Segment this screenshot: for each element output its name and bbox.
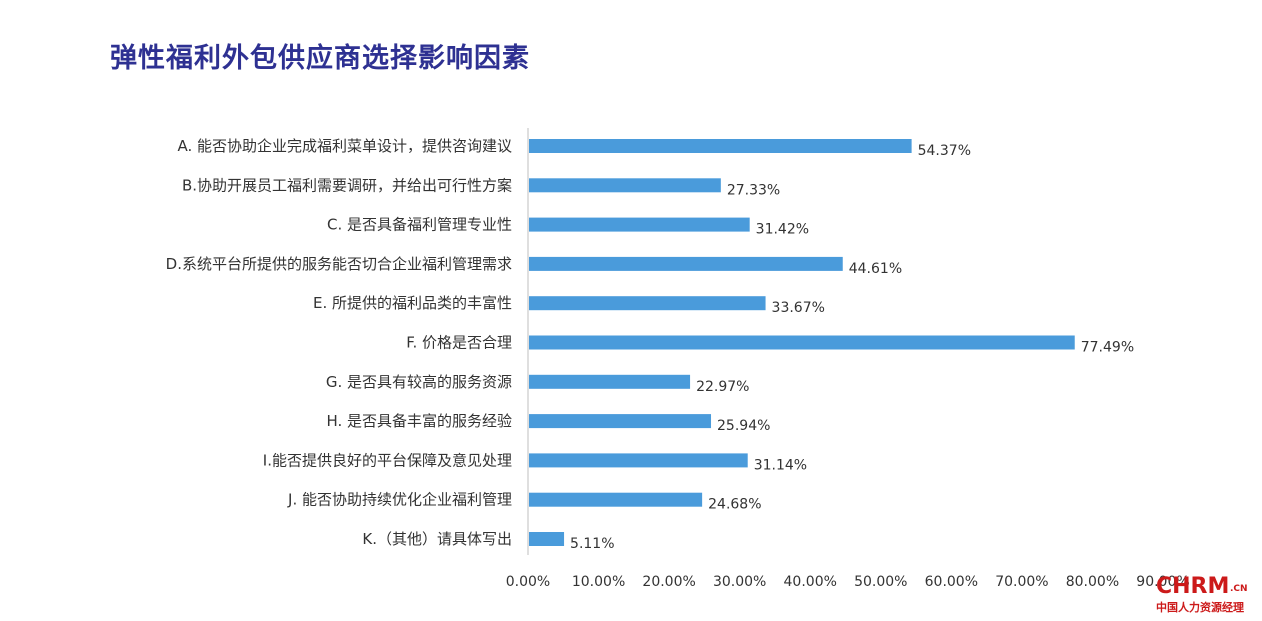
data-label: 44.61% <box>849 261 902 277</box>
bar <box>529 374 691 389</box>
bar <box>529 532 565 546</box>
category-label: G. 是否具有较高的服务资源 <box>326 373 512 391</box>
bar <box>529 256 843 271</box>
bar <box>529 217 750 232</box>
x-tick-label: 60.00% <box>925 574 978 590</box>
x-tick-label: 30.00% <box>713 574 766 590</box>
bar <box>529 453 748 468</box>
x-tick-label: 70.00% <box>995 574 1048 590</box>
logo-suffix-text: .CN <box>1230 584 1248 594</box>
category-label: C. 是否具备福利管理专业性 <box>327 216 512 234</box>
bar <box>529 335 1075 350</box>
data-label: 77.49% <box>1081 340 1134 356</box>
bar <box>529 296 766 311</box>
category-label: D.系统平台所提供的服务能否切合企业福利管理需求 <box>166 255 512 273</box>
data-label: 22.97% <box>696 379 749 395</box>
category-label: K.（其他）请具体写出 <box>362 530 512 548</box>
data-label: 24.68% <box>708 497 761 513</box>
data-label: 5.11% <box>570 536 614 552</box>
bar <box>529 178 721 193</box>
data-label: 54.37% <box>918 143 971 159</box>
x-tick-label: 40.00% <box>784 574 837 590</box>
bar <box>529 139 912 153</box>
bar <box>529 414 712 429</box>
data-label: 31.42% <box>756 222 809 238</box>
category-label: H. 是否具备丰富的服务经验 <box>326 412 512 430</box>
x-tick-label: 0.00% <box>506 574 550 590</box>
x-tick-label: 90.00% <box>1136 574 1189 590</box>
chrm-logo: CHRM .CN 中国人力资源经理 <box>1148 574 1256 614</box>
x-tick-label: 10.00% <box>572 574 625 590</box>
category-label: J. 能否协助持续优化企业福利管理 <box>287 491 512 509</box>
category-label: E. 所提供的福利品类的丰富性 <box>313 294 512 312</box>
data-label: 27.33% <box>727 182 780 198</box>
bar <box>529 492 703 507</box>
logo-main-text: CHRM <box>1156 574 1230 599</box>
data-label: 25.94% <box>717 418 770 434</box>
category-label: F. 价格是否合理 <box>406 334 512 352</box>
data-label: 31.14% <box>754 457 807 473</box>
x-tick-label: 80.00% <box>1066 574 1119 590</box>
category-label: I.能否提供良好的平台保障及意见处理 <box>263 451 512 469</box>
chart-title: 弹性福利外包供应商选择影响因素 <box>110 43 530 74</box>
category-label: A. 能否协助企业完成福利菜单设计，提供咨询建议 <box>177 137 512 155</box>
x-tick-label: 50.00% <box>854 574 907 590</box>
logo-sub-text: 中国人力资源经理 <box>1156 601 1244 614</box>
category-label: B.协助开展员工福利需要调研，并给出可行性方案 <box>182 176 512 194</box>
x-tick-label: 20.00% <box>642 574 695 590</box>
data-label: 33.67% <box>772 300 825 316</box>
